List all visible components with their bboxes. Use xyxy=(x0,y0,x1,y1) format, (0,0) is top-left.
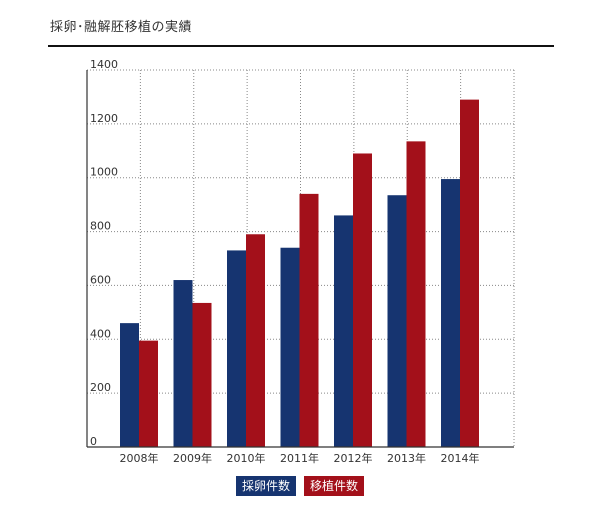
bar-series-1 xyxy=(441,179,460,447)
y-tick-label: 800 xyxy=(90,220,111,233)
title-divider xyxy=(48,45,554,47)
bar-series-1 xyxy=(280,247,300,447)
x-tick-label: 2014年 xyxy=(441,451,480,465)
bar-series-2 xyxy=(139,340,158,447)
y-tick-label: 600 xyxy=(90,273,111,286)
page-title: 採卵･融解胚移植の実績 xyxy=(50,20,193,35)
bar-series-2 xyxy=(353,153,372,447)
bar-series-1 xyxy=(173,280,193,447)
x-tick-label: 2012年 xyxy=(334,451,373,465)
y-tick-label: 1200 xyxy=(90,112,118,125)
bar-series-2 xyxy=(192,302,212,447)
bar-series-2 xyxy=(299,193,319,447)
y-tick-label: 0 xyxy=(90,435,97,448)
x-tick-label: 2010年 xyxy=(227,451,266,465)
labels-layer: 0 200 400 600 800 1000 1200 1400 2008年 2009年 2010年… xyxy=(90,58,480,465)
x-tick-label: 2011年 xyxy=(280,451,319,465)
chart-legend: 採卵件数 移植件数 xyxy=(0,476,600,496)
bar-series-2 xyxy=(460,99,479,447)
bar-series-1 xyxy=(334,215,353,447)
y-tick-label: 1000 xyxy=(90,166,118,179)
x-tick-label: 2009年 xyxy=(173,451,212,465)
bar-series-2 xyxy=(406,141,426,447)
legend-item-series-1: 採卵件数 xyxy=(235,476,296,496)
y-tick-label: 1400 xyxy=(90,58,118,71)
bars-layer xyxy=(120,99,479,447)
x-tick-label: 2008年 xyxy=(120,451,159,465)
legend-item-series-2: 移植件数 xyxy=(304,476,365,496)
y-tick-label: 200 xyxy=(90,381,111,394)
bar-series-1 xyxy=(120,323,139,447)
bar-series-1 xyxy=(227,250,246,447)
axis-layer xyxy=(86,69,515,448)
bar-series-2 xyxy=(246,234,265,447)
x-tick-label: 2013年 xyxy=(387,451,426,465)
bar-series-1 xyxy=(387,195,407,447)
y-tick-label: 400 xyxy=(90,327,111,340)
